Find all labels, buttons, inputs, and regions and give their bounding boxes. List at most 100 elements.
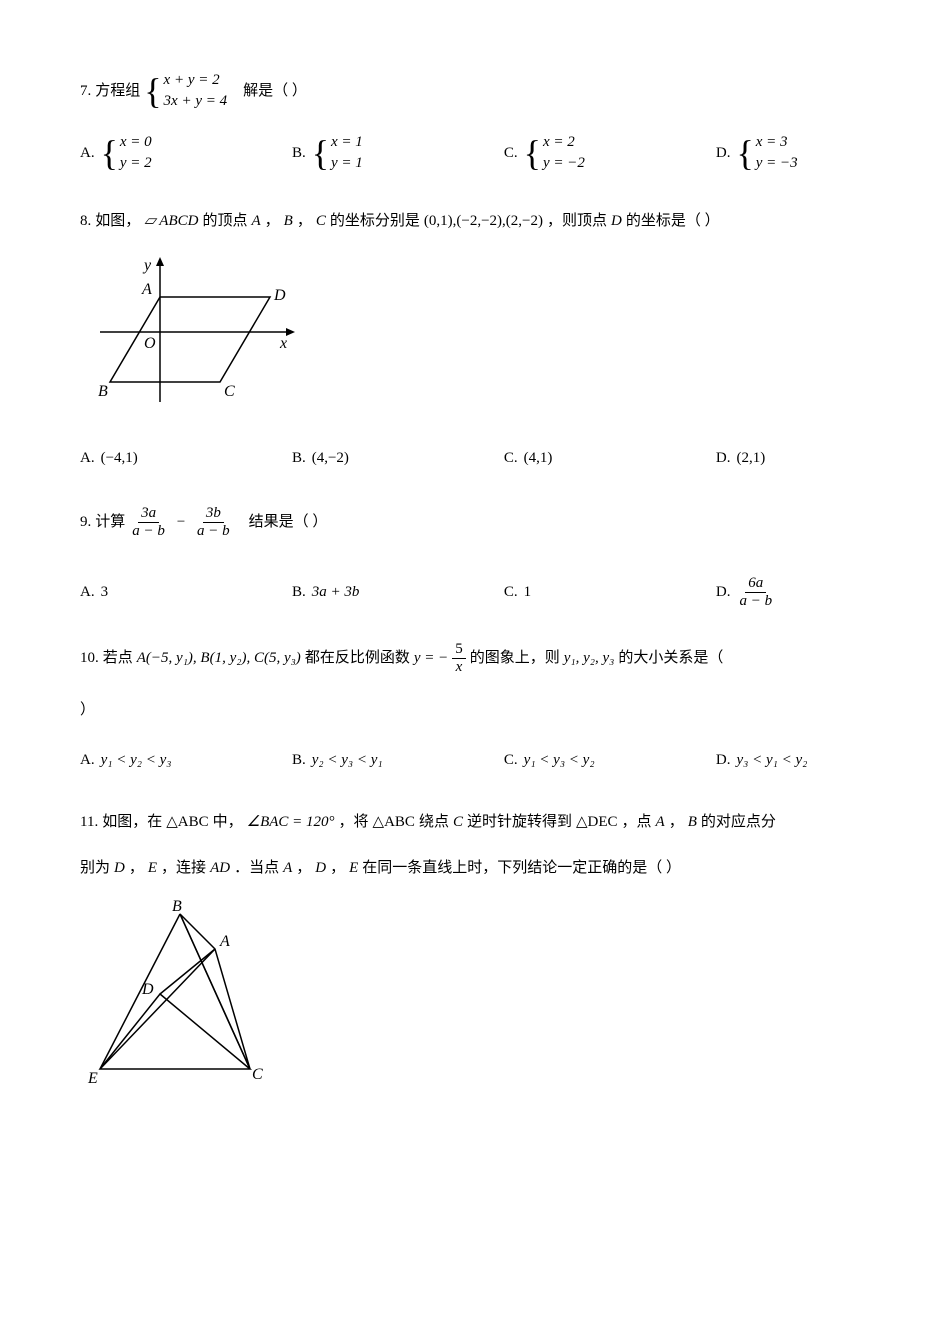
- q11-angle: ∠BAC = 120°: [247, 807, 335, 837]
- option-value: y₃ < y₁ < y₂: [736, 745, 807, 775]
- frac-den: x: [453, 659, 466, 676]
- q11-l2-p1: 别为: [80, 853, 110, 883]
- q9-option-d: D. 6a a − b: [716, 575, 870, 609]
- q11-stem-line2: 别为 D ， E ，连接 AD ．当点 A ， D ， E 在同一条直线上时，下…: [80, 853, 870, 883]
- q11-l2-p2: ，连接: [161, 853, 206, 883]
- option-value: (−4,1): [101, 443, 138, 473]
- option-value: 1: [524, 577, 532, 607]
- system-lines: x = 1 y = 1: [331, 132, 363, 174]
- q11-E2: E: [349, 853, 358, 883]
- q10-p2: 都在反比例函数: [305, 643, 410, 673]
- q7-system-lines: x + y = 2 3x + y = 4: [164, 70, 228, 112]
- system-lines: x = 0 y = 2: [120, 132, 152, 174]
- label-D: D: [273, 287, 286, 304]
- q7-a-system: { x = 0 y = 2: [101, 132, 152, 174]
- q7-b-system: { x = 1 y = 1: [312, 132, 363, 174]
- q8-options: A. (−4,1) B. (4,−2) C. (4,1) D. (2,1): [80, 443, 870, 473]
- label-y: y: [142, 257, 152, 274]
- q10-option-c: C. y₁ < y₃ < y₂: [504, 745, 716, 775]
- q11-l2-p3: ．当点: [234, 853, 279, 883]
- q11-p3: ，将: [339, 807, 369, 837]
- frac-num: 3a: [138, 505, 159, 523]
- brace-icon: {: [144, 77, 161, 106]
- label-O: O: [144, 335, 156, 352]
- q10-option-b: B. y₂ < y₃ < y₁: [292, 745, 504, 775]
- q11-B: B: [688, 807, 697, 837]
- line1: x = 3: [756, 132, 798, 153]
- q11-C: C: [453, 807, 463, 837]
- q10-func-frac: 5 x: [452, 641, 466, 675]
- label-E: E: [87, 1070, 98, 1087]
- q7-c-system: { x = 2 y = −2: [524, 132, 585, 174]
- question-7: 7. 方程组 { x + y = 2 3x + y = 4 解是（ ） A. {…: [80, 70, 870, 174]
- q7-stem-before: 方程组: [95, 76, 140, 106]
- q11-D2: D: [315, 853, 326, 883]
- q10-closing: ）: [80, 695, 870, 725]
- option-label: A.: [80, 443, 95, 473]
- comma: ，: [129, 853, 144, 883]
- option-label: A.: [80, 138, 95, 168]
- q7-eq1: x + y = 2: [164, 70, 228, 91]
- q11-p6: ，点: [622, 807, 652, 837]
- option-label: B.: [292, 745, 306, 775]
- option-label: D.: [716, 138, 731, 168]
- q10-options: A. y₁ < y₂ < y₃ B. y₂ < y₃ < y₁ C. y₁ < …: [80, 745, 870, 775]
- system-lines: x = 2 y = −2: [543, 132, 585, 174]
- q10-vars: y₁, y₂, y₃: [564, 643, 615, 673]
- option-label: C.: [504, 443, 518, 473]
- question-9: 9. 计算 3a a − b − 3b a − b 结果是（ ） A. 3 B.…: [80, 505, 870, 609]
- option-label: C.: [504, 745, 518, 775]
- label-B: B: [98, 383, 108, 400]
- q8-p4: ，则顶点: [547, 206, 607, 236]
- comma: ，: [297, 206, 312, 236]
- option-value: 3a + 3b: [312, 577, 360, 607]
- question-8: 8. 如图， ▱ ABCD 的顶点 A ， B ， C 的坐标分别是 (0,1)…: [80, 206, 870, 473]
- line2: y = −3: [756, 153, 798, 174]
- q7-eq2: 3x + y = 4: [164, 91, 228, 112]
- q11-AD: AD: [210, 853, 230, 883]
- option-label: A.: [80, 577, 95, 607]
- q10-option-d: D. y₃ < y₁ < y₂: [716, 745, 870, 775]
- q10-p4: 的大小关系是（: [618, 643, 723, 673]
- option-label: B.: [292, 138, 306, 168]
- comma: ，: [330, 853, 345, 883]
- q9-number: 9.: [80, 507, 91, 537]
- q9-d-frac: 6a a − b: [736, 575, 775, 609]
- option-label: D.: [716, 443, 731, 473]
- q9-option-b: B. 3a + 3b: [292, 575, 504, 609]
- option-label: C.: [504, 577, 518, 607]
- label-B: B: [172, 899, 182, 915]
- frac-den: a − b: [129, 523, 168, 540]
- q11-p2: 中，: [213, 807, 243, 837]
- line1: x = 0: [120, 132, 152, 153]
- q11-tri2: △ABC: [373, 807, 415, 837]
- label-C: C: [224, 383, 235, 400]
- q8-D: D: [611, 206, 622, 236]
- q11-A: A: [656, 807, 665, 837]
- q11-p1: 如图，在: [102, 807, 162, 837]
- label-x: x: [279, 335, 287, 352]
- q10-func-pre: y = −: [414, 643, 448, 673]
- q9-before: 计算: [95, 507, 125, 537]
- q7-d-system: { x = 3 y = −3: [736, 132, 797, 174]
- label-D: D: [141, 981, 154, 998]
- q8-option-a: A. (−4,1): [80, 443, 292, 473]
- q11-l2-p4: 在同一条直线上时，下列结论一定正确的是（ ）: [362, 853, 681, 883]
- q11-D: D: [114, 853, 125, 883]
- frac-num: 3b: [203, 505, 224, 523]
- q8-number: 8.: [80, 206, 91, 236]
- brace-icon: {: [101, 139, 118, 168]
- comma: ，: [265, 206, 280, 236]
- q7-option-d: D. { x = 3 y = −3: [716, 132, 870, 174]
- q7-number: 7.: [80, 76, 91, 106]
- triangle-rotation-diagram: B A D E C: [80, 899, 280, 1089]
- q10-number: 10.: [80, 643, 99, 673]
- q8-A: A: [251, 206, 260, 236]
- q10-p1: 若点: [103, 643, 133, 673]
- q11-p4: 绕点: [419, 807, 449, 837]
- q7-option-b: B. { x = 1 y = 1: [292, 132, 504, 174]
- q10-option-a: A. y₁ < y₂ < y₃: [80, 745, 292, 775]
- q7-stem-after: 解是（ ）: [243, 76, 307, 106]
- q11-A2: A: [283, 853, 292, 883]
- frac-num: 6a: [745, 575, 766, 593]
